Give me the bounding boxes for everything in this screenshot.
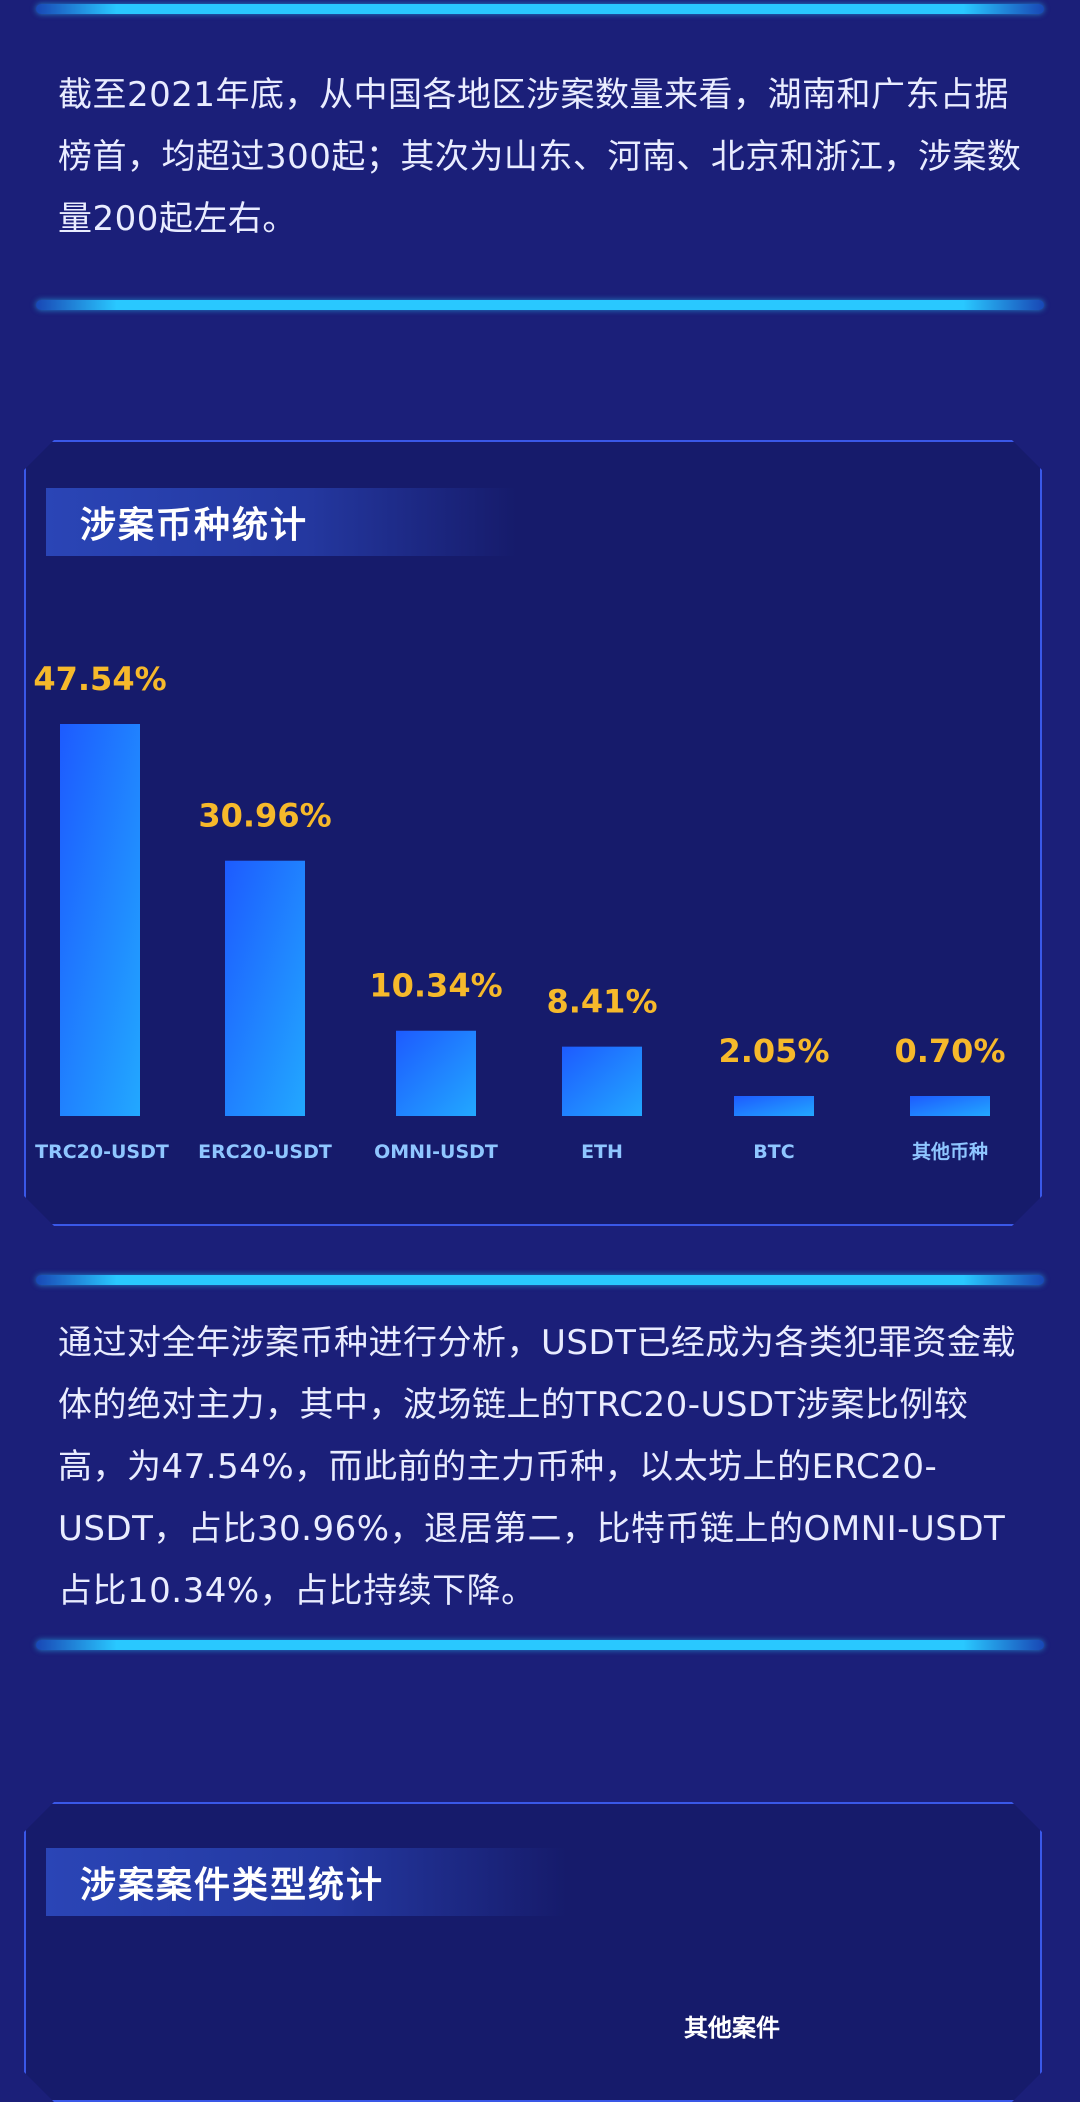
- bar-ERC20-USDT: [225, 860, 305, 1116]
- x-tick-label: ERC20-USDT: [198, 1141, 332, 1163]
- divider: [36, 1275, 1044, 1285]
- bar-ETH: [562, 1046, 642, 1116]
- bar-value-label: 30.96%: [198, 797, 331, 835]
- bar-其他币种: [910, 1096, 990, 1116]
- bar-value-label: 2.05%: [718, 1032, 829, 1070]
- x-tick-label: 其他币种: [912, 1140, 988, 1163]
- case-type-section-title: 涉案案件类型统计: [80, 1865, 385, 1906]
- intro-paragraph: 截至2021年底，从中国各地区涉案数量来看，湖南和广东占据榜首，均超过300起；…: [58, 75, 1022, 239]
- x-tick-label: TRC20-USDT: [35, 1141, 169, 1163]
- currency-section-title: 涉案币种统计: [80, 505, 309, 546]
- x-tick-label: BTC: [753, 1141, 794, 1163]
- case-type-panel: [24, 1802, 1042, 2102]
- case-type-section-title-bar: 涉案案件类型统计: [46, 1848, 566, 1916]
- currency-analysis-paragraph: 通过对全年涉案币种进行分析，USDT已经成为各类犯罪资金载体的绝对主力，其中，波…: [58, 1323, 1016, 1611]
- bar-BTC: [734, 1096, 814, 1116]
- bar-value-label: 47.54%: [33, 660, 166, 698]
- top-divider: [36, 4, 1044, 14]
- divider: [36, 300, 1044, 310]
- currency-chart-panel: [24, 440, 1042, 1226]
- divider: [36, 1640, 1044, 1650]
- currency-bar-chart: 47.54% 30.96% 10.34% 8.41% 2.05% 0.70% TRC20-…: [33, 660, 1005, 1163]
- x-tick-label: ETH: [581, 1141, 623, 1163]
- case-type-partial-label: 其他案件: [684, 2014, 780, 2042]
- bar-value-label: 8.41%: [546, 983, 657, 1021]
- bar-value-label: 10.34%: [369, 967, 502, 1005]
- x-tick-label: OMNI-USDT: [374, 1141, 498, 1163]
- bar-TRC20-USDT: [60, 724, 140, 1116]
- currency-section-title-bar: 涉案币种统计: [46, 488, 516, 556]
- bar-OMNI-USDT: [396, 1030, 476, 1116]
- bar-value-label: 0.70%: [894, 1032, 1005, 1070]
